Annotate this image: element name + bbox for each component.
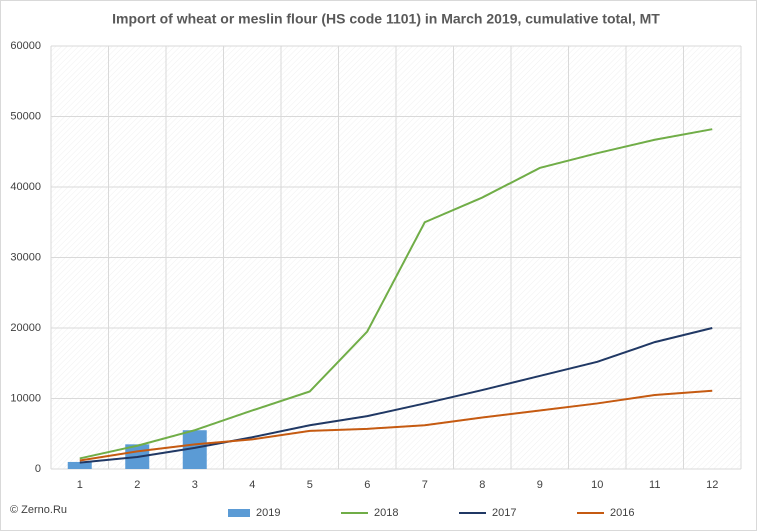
line-series	[79, 327, 713, 464]
x-tick-label: 12	[706, 479, 718, 491]
line-series	[79, 389, 713, 462]
chart-title: Import of wheat or meslin flour (HS code…	[112, 11, 660, 27]
legend-swatch	[228, 509, 250, 517]
y-tick-label: 20000	[10, 322, 41, 334]
y-tick-label: 30000	[10, 251, 41, 263]
legend-label: 2019	[256, 507, 280, 519]
y-tick-label: 40000	[10, 181, 41, 193]
source: © Zerno.Ru	[10, 504, 67, 516]
x-tick-label: 7	[422, 479, 428, 491]
x-tick-label: 5	[307, 479, 313, 491]
x-tick-label: 6	[364, 479, 370, 491]
y-tick-label: 0	[35, 463, 41, 475]
y-tick-label: 10000	[10, 392, 41, 404]
x-tick-label: 1	[77, 479, 83, 491]
y-tick-label: 60000	[10, 40, 41, 52]
line-series	[79, 128, 713, 460]
y-tick-label: 50000	[10, 110, 41, 122]
x-tick-label: 8	[479, 479, 485, 491]
x-tick-label: 10	[591, 479, 603, 491]
bar	[67, 461, 92, 469]
x-tick-label: 11	[649, 479, 660, 491]
legend-label: 2016	[610, 507, 634, 519]
x-tick-label: 3	[192, 479, 198, 491]
legend-label: 2017	[492, 507, 516, 519]
x-tick-label: 2	[134, 479, 140, 491]
x-tick-label: 9	[537, 479, 543, 491]
legend-label: 2018	[374, 507, 398, 519]
x-tick-label: 4	[249, 479, 255, 491]
